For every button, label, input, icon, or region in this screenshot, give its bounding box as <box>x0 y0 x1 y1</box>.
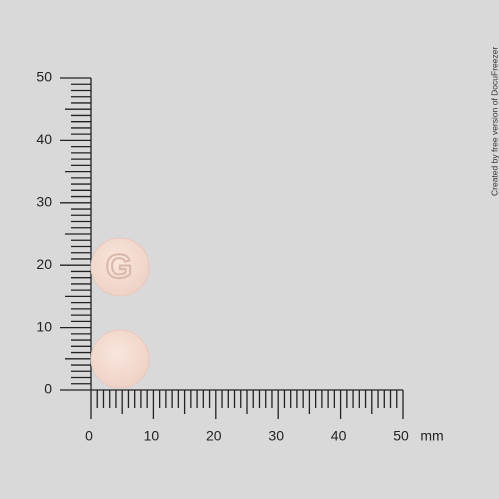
y-scale-label: 20 <box>36 256 52 272</box>
x-scale-label: 20 <box>206 428 222 444</box>
unit-label: mm <box>420 428 443 444</box>
y-scale-label: 0 <box>44 381 52 397</box>
y-scale-label: 30 <box>36 194 52 210</box>
pill-imprint: G <box>106 248 132 286</box>
ruler <box>60 77 404 419</box>
x-scale-label: 10 <box>144 428 160 444</box>
pill <box>90 329 150 389</box>
y-scale-label: 10 <box>36 318 52 334</box>
pill-body <box>90 237 150 297</box>
x-scale-label: 30 <box>268 428 284 444</box>
y-scale-label: 40 <box>36 131 52 147</box>
x-scale-label: 0 <box>85 428 93 444</box>
pill-body <box>90 329 150 389</box>
x-scale-label: 40 <box>331 428 347 444</box>
y-scale-label: 50 <box>36 69 52 85</box>
x-scale-label: 50 <box>393 428 409 444</box>
pill: G <box>90 237 150 297</box>
watermark: Created by free version of DocuFreezer <box>489 47 499 196</box>
